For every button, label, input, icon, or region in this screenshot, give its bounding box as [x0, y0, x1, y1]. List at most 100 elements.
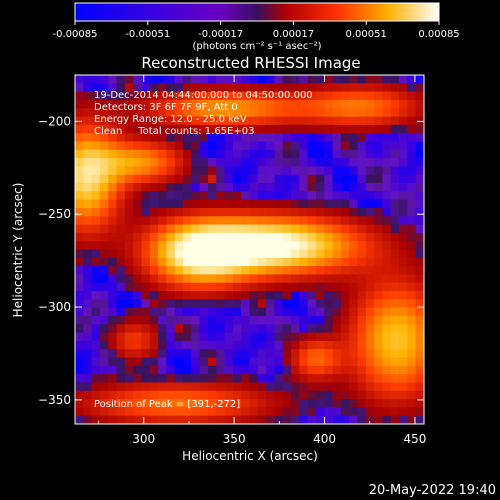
heatmap-cell — [174, 199, 184, 209]
heatmap-cell — [232, 282, 242, 292]
heatmap-cell — [199, 365, 209, 375]
heatmap-cell — [390, 349, 400, 358]
y-tick-label: −250 — [38, 207, 71, 221]
heatmap-cell — [116, 324, 126, 333]
heatmap-cell — [83, 191, 93, 201]
heatmap-cell — [166, 124, 176, 134]
heatmap-cell — [191, 324, 201, 333]
heatmap-cell — [191, 124, 201, 134]
heatmap-cell — [282, 224, 292, 234]
heatmap-cell — [124, 141, 134, 151]
heatmap-cell — [390, 158, 400, 167]
heatmap-cell — [299, 83, 309, 93]
heatmap-cell — [158, 299, 167, 309]
heatmap-cell — [116, 116, 126, 126]
heatmap-cell — [75, 91, 84, 101]
heatmap-cell — [191, 91, 201, 101]
heatmap-cell — [75, 216, 84, 225]
heatmap-cell — [83, 166, 93, 176]
heatmap-cell — [324, 232, 333, 242]
heatmap-cell — [307, 249, 317, 259]
heatmap-cell — [166, 349, 176, 358]
heatmap-cell — [266, 75, 275, 84]
heatmap-cell — [332, 75, 342, 84]
heatmap-cell — [324, 357, 333, 367]
heatmap-cell — [149, 382, 159, 392]
heatmap-cell — [340, 357, 350, 367]
heatmap-cell — [382, 382, 392, 392]
heatmap-cell — [183, 216, 192, 225]
heatmap-cell — [124, 199, 134, 209]
heatmap-cell — [149, 116, 159, 126]
heatmap-cell — [216, 216, 225, 225]
heatmap-cell — [274, 158, 284, 167]
heatmap-cell — [99, 324, 109, 333]
heatmap-cell — [207, 116, 217, 126]
heatmap-cell — [99, 183, 109, 192]
heatmap-cell — [216, 116, 225, 126]
heatmap-cell — [324, 75, 333, 84]
heatmap-cell — [75, 83, 84, 93]
heatmap-cell — [174, 274, 184, 284]
heatmap-cell — [315, 374, 325, 383]
heatmap-cell — [257, 133, 267, 142]
heatmap-cell — [307, 332, 317, 342]
heatmap-cell — [324, 349, 333, 358]
heatmap-cell — [83, 249, 93, 259]
heatmap-cell — [141, 291, 151, 300]
heatmap-cell — [382, 299, 392, 309]
heatmap-cell — [166, 399, 176, 408]
heatmap-cell — [340, 124, 350, 134]
heatmap-cell — [407, 407, 417, 417]
heatmap-cell — [357, 399, 367, 408]
heatmap-cell — [374, 174, 383, 184]
heatmap-cell — [124, 324, 134, 333]
heatmap-cell — [207, 99, 217, 109]
colorbar-tick-label: -0.00017 — [198, 29, 243, 40]
heatmap-cell — [108, 174, 117, 184]
heatmap-cell — [315, 390, 325, 400]
heatmap-cell — [232, 249, 242, 259]
heatmap-cell — [390, 315, 400, 325]
heatmap-cell — [299, 224, 309, 234]
heatmap-cell — [299, 340, 309, 350]
heatmap-cell — [349, 390, 358, 400]
heatmap-cell — [315, 116, 325, 126]
heatmap-cell — [390, 216, 400, 225]
heatmap-cell — [299, 108, 309, 117]
heatmap-cell — [324, 191, 333, 201]
heatmap-cell — [99, 349, 109, 358]
heatmap-cell — [191, 207, 201, 217]
heatmap-cell — [257, 116, 267, 126]
heatmap-cell — [307, 257, 317, 267]
heatmap-cell — [349, 299, 358, 309]
heatmap-cell — [324, 183, 333, 192]
heatmap-cell — [141, 207, 151, 217]
heatmap-cell — [108, 232, 117, 242]
heatmap-cell — [141, 324, 151, 333]
heatmap-cell — [183, 365, 192, 375]
heatmap-cell — [349, 399, 358, 408]
heatmap-cell — [274, 133, 284, 142]
heatmap-cell — [191, 257, 201, 267]
heatmap-cell — [91, 340, 101, 350]
heatmap-cell — [382, 174, 392, 184]
heatmap-cell — [216, 141, 225, 151]
heatmap-cell — [257, 407, 267, 417]
heatmap-cell — [75, 340, 84, 350]
heatmap-cell — [216, 299, 225, 309]
heatmap-cell — [374, 91, 383, 101]
heatmap-cell — [274, 191, 284, 201]
heatmap-cell — [299, 174, 309, 184]
heatmap-cell — [332, 183, 342, 192]
heatmap-cell — [241, 349, 250, 358]
heatmap-cell — [232, 149, 242, 159]
heatmap-cell — [291, 407, 300, 417]
heatmap-cell — [340, 199, 350, 209]
heatmap-cell — [116, 299, 126, 309]
heatmap-cell — [390, 141, 400, 151]
heatmap-cell — [99, 174, 109, 184]
heatmap-cell — [324, 207, 333, 217]
heatmap-cell — [216, 340, 225, 350]
heatmap-cell — [382, 224, 392, 234]
